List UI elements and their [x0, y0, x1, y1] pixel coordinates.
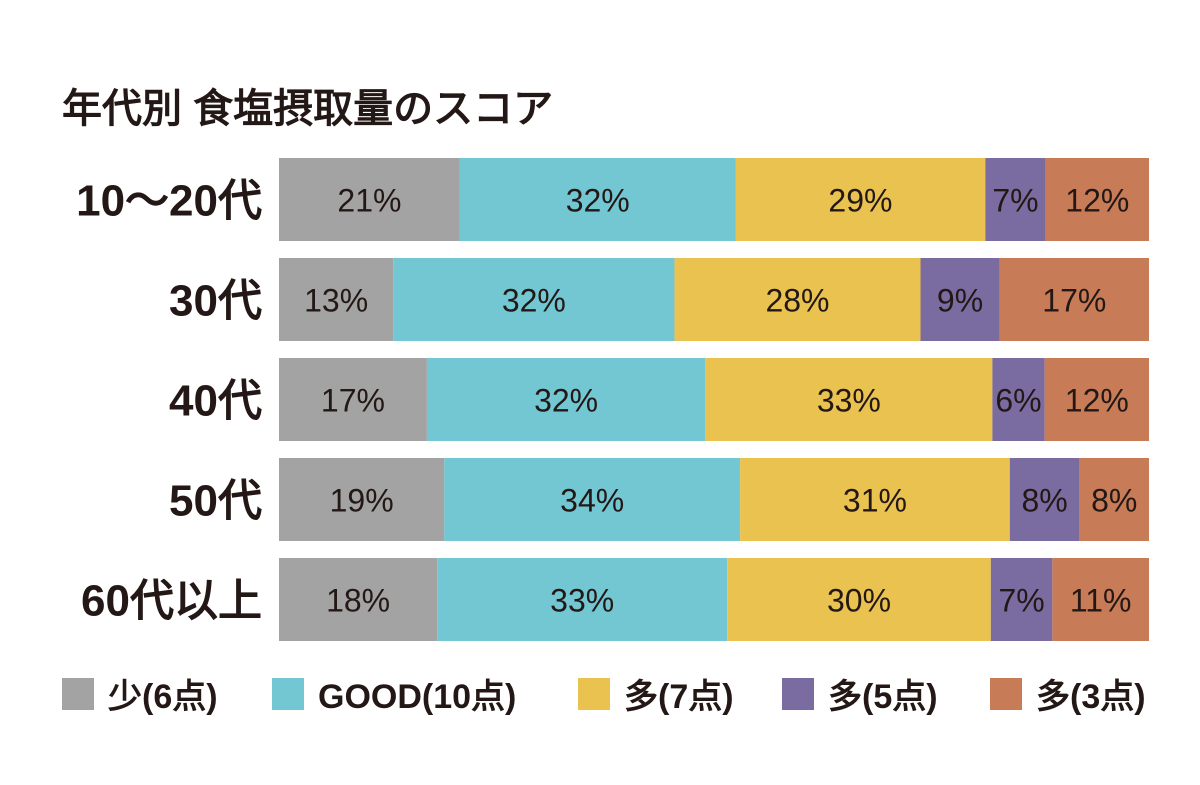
data-label: 19% [330, 483, 394, 519]
bar-segment [740, 458, 1010, 541]
bar-segment [1052, 558, 1149, 641]
chart-title: 年代別 食塩摂取量のスコア [62, 87, 553, 131]
data-label: 7% [998, 583, 1044, 619]
bar-segment [1044, 358, 1149, 441]
data-label: 33% [817, 383, 881, 419]
bar-segment [279, 558, 438, 641]
bar-row: 60代以上 18% 33% 30% 7% 11% [81, 558, 1149, 641]
category-label: 50代 [169, 477, 262, 526]
data-label: 30% [827, 583, 891, 619]
legend-swatch [782, 678, 814, 710]
data-label: 32% [534, 383, 598, 419]
category-label: 10〜20代 [76, 177, 262, 226]
bar-segment [992, 358, 1045, 441]
data-label: 7% [992, 183, 1038, 219]
legend-item: 少(6点) [62, 678, 218, 716]
legend-swatch [578, 678, 610, 710]
bars: 10〜20代 21% 32% 29% 7% 12%30代 13% 32% 28% 9% 17%40代… [76, 158, 1149, 641]
data-label: 18% [326, 583, 390, 619]
category-label: 40代 [169, 377, 262, 426]
legend-item: 多(5点) [782, 678, 938, 716]
data-label: 12% [1065, 383, 1129, 419]
bar-segment [426, 358, 706, 441]
legend-item: 多(3点) [990, 678, 1146, 716]
legend-label: 多(3点) [1036, 678, 1146, 716]
data-label: 33% [550, 583, 614, 619]
legend-swatch [62, 678, 94, 710]
data-label: 34% [560, 483, 624, 519]
bar-segment [279, 358, 427, 441]
legend-label: 多(7点) [624, 678, 734, 716]
data-label: 28% [765, 283, 829, 319]
bar-segment [705, 358, 993, 441]
category-label: 30代 [169, 277, 262, 326]
bar-segment [985, 158, 1046, 241]
legend-label: 少(6点) [108, 678, 218, 716]
data-label: 21% [337, 183, 401, 219]
bar-segment [1009, 458, 1080, 541]
bar-segment [1079, 458, 1149, 541]
bar-segment [999, 258, 1149, 341]
bar-row: 30代 13% 32% 28% 9% 17% [169, 258, 1149, 341]
bar-row: 50代 19% 34% 31% 8% 8% [169, 458, 1149, 541]
category-label: 60代以上 [81, 577, 262, 626]
legend-swatch [272, 678, 304, 710]
legend-label: 多(5点) [828, 678, 938, 716]
data-label: 9% [937, 283, 983, 319]
bar-segment [1045, 158, 1149, 241]
data-label: 13% [304, 283, 368, 319]
bar-segment [393, 258, 675, 341]
data-label: 6% [995, 383, 1041, 419]
legend-item: GOOD(10点) [272, 678, 516, 716]
data-label: 11% [1070, 583, 1132, 619]
bar-segment [459, 158, 736, 241]
data-label: 32% [566, 183, 630, 219]
bar-segment [735, 158, 986, 241]
bar-segment [437, 558, 728, 641]
legend-label: GOOD(10点) [318, 678, 516, 716]
bar-row: 10〜20代 21% 32% 29% 7% 12% [76, 158, 1149, 241]
legend: 少(6点) GOOD(10点) 多(7点) 多(5点) 多(3点) [62, 678, 1146, 716]
bar-segment [279, 158, 460, 241]
bar-segment [279, 258, 394, 341]
bar-segment [674, 258, 921, 341]
data-label: 8% [1021, 483, 1067, 519]
bar-segment [990, 558, 1053, 641]
data-label: 29% [828, 183, 892, 219]
legend-swatch [990, 678, 1022, 710]
data-label: 8% [1091, 483, 1137, 519]
data-label: 32% [502, 283, 566, 319]
bar-row: 40代 17% 32% 33% 6% 12% [169, 358, 1149, 441]
data-label: 17% [321, 383, 385, 419]
bar-segment [444, 458, 741, 541]
legend-item: 多(7点) [578, 678, 734, 716]
bar-segment [727, 558, 991, 641]
bar-segment [279, 458, 445, 541]
data-label: 31% [843, 483, 907, 519]
data-label: 12% [1065, 183, 1129, 219]
data-label: 17% [1042, 283, 1106, 319]
bar-segment [920, 258, 1000, 341]
